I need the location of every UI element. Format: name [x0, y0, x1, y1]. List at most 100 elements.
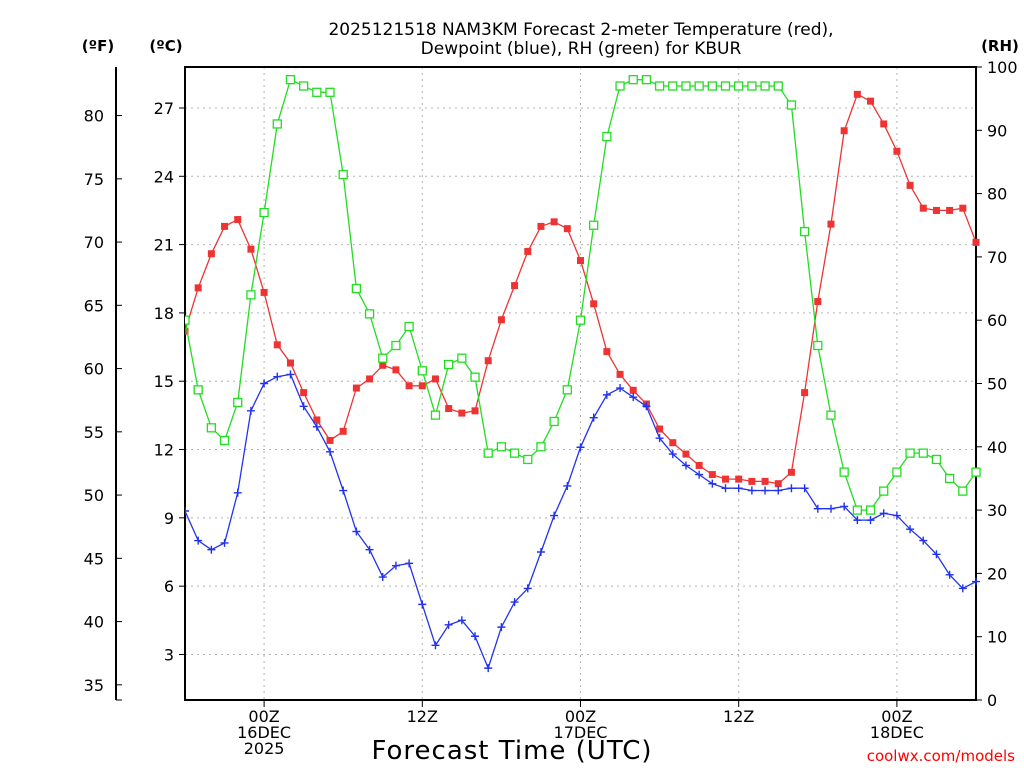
data-point-marker	[958, 486, 968, 496]
data-point-marker	[892, 511, 901, 520]
fahrenheit-tick-label: 35	[84, 676, 104, 695]
data-point-marker	[826, 410, 836, 420]
data-point-marker	[391, 340, 401, 351]
data-point-marker	[536, 547, 545, 556]
fahrenheit-tick-label: 75	[84, 170, 104, 189]
data-point-marker	[207, 545, 216, 554]
series-layer	[185, 75, 981, 673]
celsius-tick-label: 24	[154, 167, 174, 186]
data-point-marker	[761, 477, 769, 485]
fahrenheit-tick-label: 60	[84, 360, 104, 379]
data-point-marker	[418, 382, 426, 390]
chart-title-line2: Dewpoint (blue), RH (green) for KBUR	[421, 39, 742, 59]
data-point-marker	[246, 406, 255, 415]
x-tick-label: 2025	[244, 739, 285, 758]
celsius-tick-label: 21	[154, 236, 174, 255]
fahrenheit-tick-label: 40	[84, 613, 104, 632]
data-point-marker	[603, 348, 611, 356]
data-point-marker	[312, 87, 322, 97]
data-point-marker	[563, 481, 572, 490]
data-point-marker	[641, 75, 652, 85]
data-point-marker	[259, 207, 269, 218]
data-point-marker	[326, 436, 334, 444]
data-point-marker	[615, 81, 625, 91]
chart-title-line1: 2025121518 NAM3KM Forecast 2-meter Tempe…	[328, 20, 833, 40]
data-point-marker	[457, 616, 466, 625]
data-point-marker	[392, 366, 400, 374]
data-point-marker	[655, 434, 664, 443]
data-point-marker	[300, 389, 308, 397]
data-point-marker	[431, 375, 439, 383]
data-point-marker	[286, 359, 294, 367]
data-point-marker	[589, 413, 598, 422]
data-point-marker	[656, 425, 664, 433]
fahrenheit-tick-label: 65	[84, 296, 104, 315]
data-point-marker	[550, 511, 559, 520]
data-point-marker	[484, 357, 492, 365]
celsius-tick-label: 3	[164, 645, 174, 664]
data-point-marker	[681, 81, 691, 91]
data-point-marker	[906, 181, 914, 189]
rh-tick-label: 90	[987, 121, 1007, 140]
data-point-marker	[931, 454, 942, 465]
fahrenheit-tick-label: 50	[84, 486, 104, 505]
data-point-marker	[234, 216, 242, 224]
data-point-marker	[483, 448, 493, 458]
fahrenheit-tick-label: 55	[84, 423, 104, 442]
rh-tick-label: 30	[987, 501, 1007, 520]
data-point-marker	[747, 486, 756, 495]
data-point-marker	[470, 372, 480, 382]
data-point-marker	[575, 315, 586, 325]
data-point-marker	[668, 450, 677, 459]
data-point-marker	[616, 370, 624, 378]
data-point-marker	[312, 422, 321, 431]
data-point-marker	[761, 486, 770, 495]
data-point-marker	[774, 486, 783, 495]
data-point-marker	[708, 479, 717, 488]
data-point-marker	[865, 505, 876, 515]
data-point-marker	[523, 454, 533, 465]
x-tick-label: 17DEC	[554, 723, 608, 742]
data-point-marker	[892, 467, 902, 477]
data-point-marker	[839, 467, 849, 477]
data-point-marker	[932, 550, 941, 559]
x-tick-label: 00Z	[248, 707, 279, 726]
data-point-marker	[919, 536, 928, 545]
data-point-marker	[654, 81, 665, 91]
data-point-marker	[405, 382, 413, 390]
data-point-marker	[695, 461, 703, 469]
data-point-marker	[629, 393, 638, 402]
data-point-marker	[219, 435, 230, 446]
fahrenheit-tick-label: 80	[84, 107, 104, 126]
x-tick-label: 16DEC	[237, 723, 291, 742]
data-point-marker	[735, 475, 743, 483]
data-point-marker	[194, 284, 202, 292]
data-point-marker	[722, 475, 730, 483]
gridlines	[185, 67, 976, 700]
x-tick-label: 12Z	[407, 707, 438, 726]
fahrenheit-unit-label: (ºF)	[82, 37, 114, 55]
data-point-marker	[905, 448, 915, 458]
data-point-marker	[339, 427, 347, 435]
rh-tick-label: 20	[987, 564, 1007, 583]
data-point-marker	[365, 545, 374, 554]
data-point-marker	[694, 81, 704, 91]
data-point-marker	[681, 461, 690, 470]
rh-unit-label: (RH)	[981, 37, 1019, 55]
rh-tick-label: 100	[987, 58, 1018, 77]
data-point-marker	[364, 309, 375, 319]
data-point-marker	[273, 372, 282, 381]
data-point-marker	[431, 641, 440, 650]
data-point-marker	[430, 410, 441, 420]
data-point-marker	[260, 379, 269, 388]
data-point-marker	[285, 75, 296, 85]
rh-tick-label: 40	[987, 438, 1007, 457]
data-point-marker	[668, 81, 678, 91]
celsius-tick-label: 18	[154, 304, 174, 323]
credit-text: coolwx.com/models	[867, 747, 1015, 765]
data-point-marker	[185, 315, 190, 325]
series-rh	[185, 75, 981, 515]
data-point-marker	[484, 664, 493, 673]
data-point-marker	[444, 359, 454, 370]
